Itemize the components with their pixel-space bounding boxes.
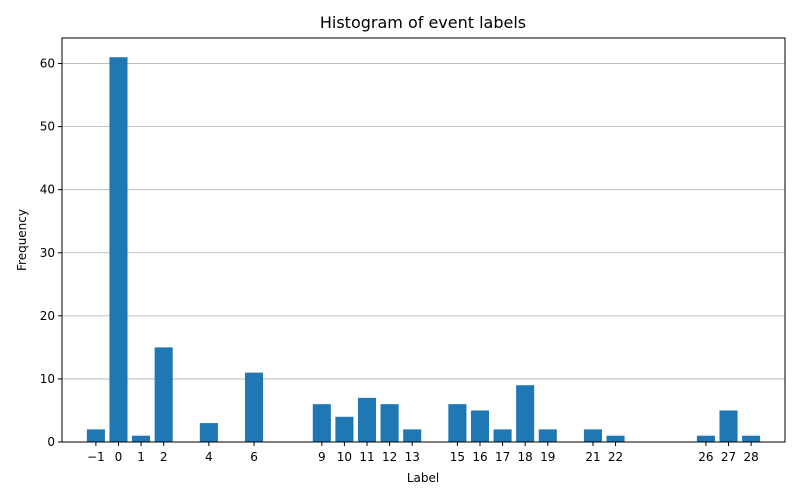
bar xyxy=(583,429,602,442)
x-tick-label: −1 xyxy=(87,450,105,464)
grid-layer xyxy=(62,63,785,380)
y-tick-label: 50 xyxy=(40,120,55,134)
bar xyxy=(493,429,512,442)
bar xyxy=(357,397,377,442)
x-tick-label: 2 xyxy=(160,450,168,464)
x-axis-label: Label xyxy=(407,471,439,485)
bar xyxy=(245,372,264,442)
bar xyxy=(719,410,738,442)
bar xyxy=(742,435,761,442)
x-axis: −1 0 1 2 4 6 9 10 11 12 13 15 16 17 18 19 21 22 26 27 28 xyxy=(87,442,759,464)
x-tick-label: 26 xyxy=(698,450,713,464)
x-tick-label: 16 xyxy=(472,450,487,464)
x-tick-label: 27 xyxy=(721,450,736,464)
bar xyxy=(380,404,399,442)
y-tick-label: 30 xyxy=(40,246,55,260)
x-tick-label: 22 xyxy=(608,450,623,464)
bar xyxy=(538,429,557,442)
bar xyxy=(199,423,218,442)
x-tick-label: 21 xyxy=(585,450,600,464)
y-tick-label: 10 xyxy=(40,372,55,386)
bar xyxy=(470,410,490,442)
x-tick-label: 15 xyxy=(450,450,465,464)
x-tick-label: 0 xyxy=(115,450,123,464)
bar xyxy=(606,435,625,442)
bar xyxy=(154,347,173,442)
chart-title: Histogram of event labels xyxy=(320,13,526,32)
x-tick-label: 6 xyxy=(250,450,258,464)
x-tick-label: 12 xyxy=(382,450,397,464)
y-axis-label: Frequency xyxy=(15,209,29,271)
x-tick-label: 10 xyxy=(337,450,352,464)
x-tick-label: 17 xyxy=(495,450,510,464)
x-tick-label: 1 xyxy=(137,450,145,464)
bar xyxy=(403,429,422,442)
bars-layer xyxy=(86,57,761,442)
bar xyxy=(516,385,535,442)
x-tick-label: 9 xyxy=(318,450,326,464)
y-tick-label: 0 xyxy=(47,435,55,449)
plot-frame xyxy=(61,37,786,443)
y-axis: 0 10 20 30 40 50 60 xyxy=(40,57,62,449)
bar xyxy=(335,416,354,442)
x-tick-label: 19 xyxy=(540,450,555,464)
bar xyxy=(448,404,467,442)
bar xyxy=(86,429,105,442)
x-tick-label: 28 xyxy=(743,450,758,464)
bar xyxy=(312,404,331,442)
bar xyxy=(696,435,715,442)
y-tick-label: 60 xyxy=(40,57,55,71)
bar xyxy=(109,57,128,442)
x-tick-label: 18 xyxy=(518,450,533,464)
x-tick-label: 13 xyxy=(405,450,420,464)
y-tick-label: 20 xyxy=(40,309,55,323)
bar xyxy=(132,435,151,442)
y-tick-label: 40 xyxy=(40,183,55,197)
x-tick-label: 11 xyxy=(359,450,374,464)
x-tick-label: 4 xyxy=(205,450,213,464)
